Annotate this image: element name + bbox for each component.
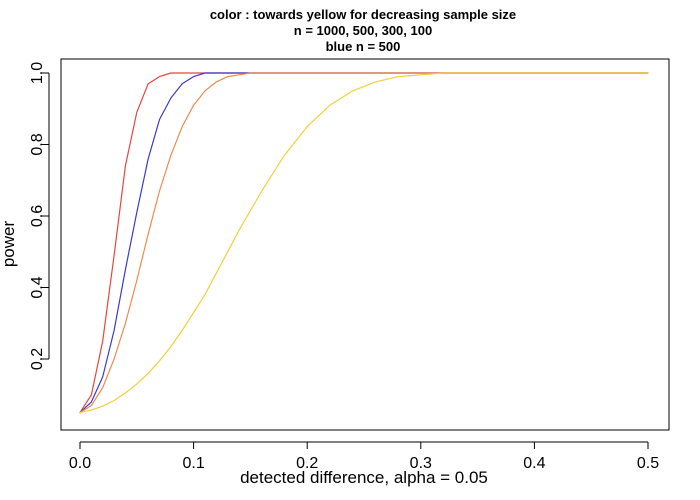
- x-axis: 0.0 0.1 0.2 0.3 0.4 0.5: [69, 441, 659, 472]
- x-tick-label: 0.0: [69, 455, 91, 472]
- x-axis-label: detected difference, alpha = 0.05: [240, 468, 488, 487]
- y-tick-label: 0.4: [29, 276, 46, 298]
- x-tick-label: 0.2: [296, 455, 318, 472]
- series-line-3: [79, 72, 649, 414]
- plot-frame: [60, 58, 670, 431]
- series-line-1: [79, 72, 649, 414]
- y-tick-label: 1.0: [29, 62, 46, 84]
- chart-title: color : towards yellow for decreasing sa…: [210, 7, 516, 22]
- y-axis: 0.2 0.4 0.6 0.8 1.0: [29, 62, 50, 370]
- y-tick-label: 0.6: [29, 205, 46, 227]
- y-tick-label: 0.8: [29, 133, 46, 155]
- chart-subtitle-line-1: n = 1000, 500, 300, 100: [294, 23, 432, 38]
- x-tick-label: 0.1: [182, 455, 204, 472]
- chart-subtitle-line-2: blue n = 500: [326, 39, 401, 54]
- x-tick-label: 0.5: [637, 455, 659, 472]
- x-tick-label: 0.4: [523, 455, 545, 472]
- series-line-2: [79, 72, 649, 414]
- y-tick-label: 0.2: [29, 348, 46, 370]
- x-tick-label: 0.3: [410, 455, 432, 472]
- series-layer: [79, 72, 649, 414]
- series-line-4: [79, 72, 649, 414]
- y-axis-label: power: [0, 221, 18, 268]
